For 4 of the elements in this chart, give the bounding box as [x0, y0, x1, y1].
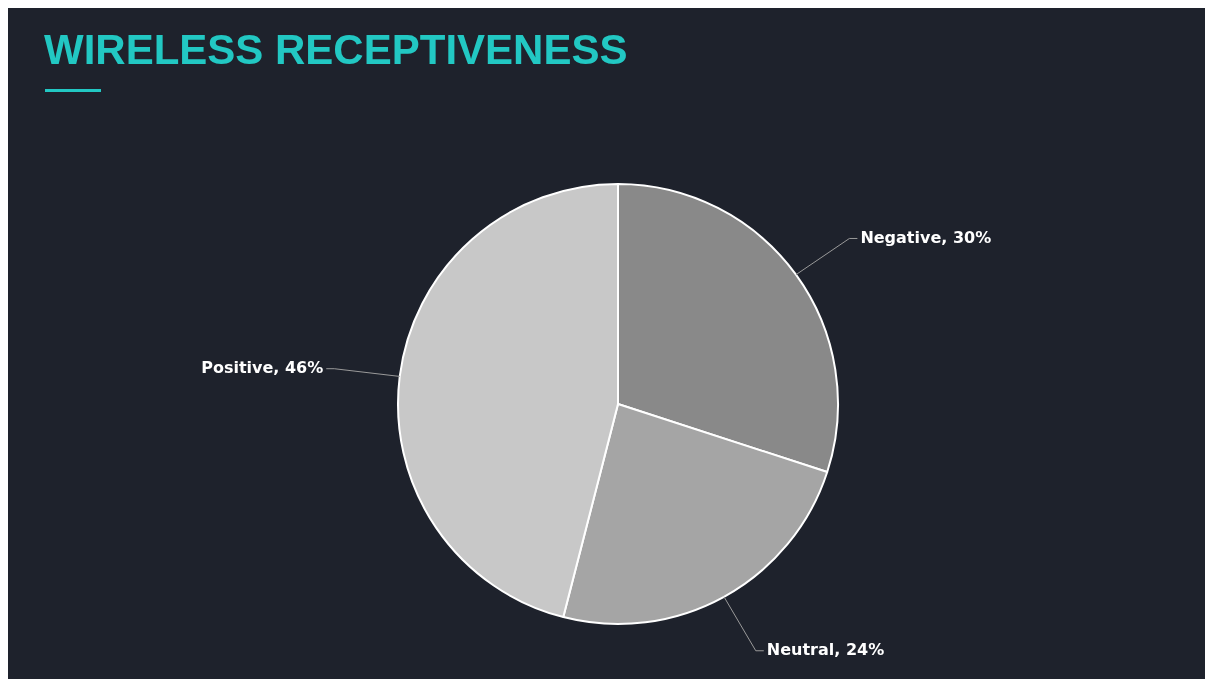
slice-label: Positive, 46%	[201, 357, 324, 377]
slice-label: Neutral, 24%	[766, 639, 885, 659]
slice-label: Negative, 30%	[860, 227, 992, 247]
chart-title: WIRELESS RECEPTIVENESS	[44, 26, 628, 74]
